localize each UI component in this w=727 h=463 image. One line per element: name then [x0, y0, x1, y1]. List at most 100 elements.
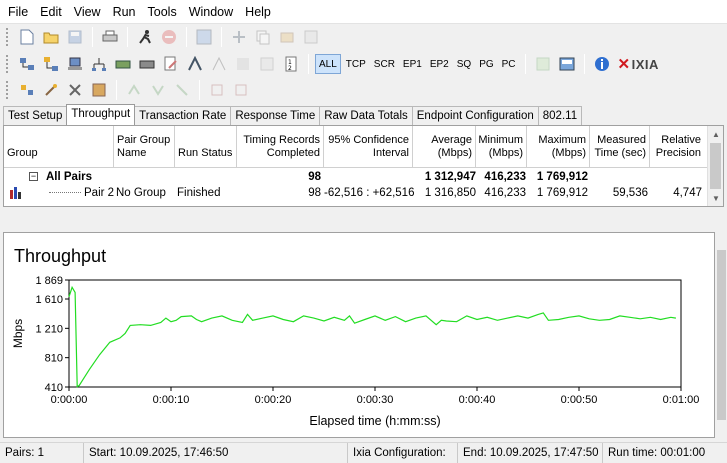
chart-title: Throughput — [14, 246, 107, 266]
table-header: Group Pair Group Name Run Status Timing … — [4, 126, 709, 168]
filter-scr-button[interactable]: SCR — [373, 58, 395, 70]
tab-raw-data-totals[interactable]: Raw Data Totals — [319, 106, 413, 125]
column-header-measured-time[interactable]: Measured Time (sec) — [590, 126, 650, 168]
status-start: Start: 10.09.2025, 17:46:50 — [84, 443, 348, 463]
expand-icon[interactable] — [206, 79, 228, 101]
copy-icon[interactable] — [252, 26, 274, 48]
column-header-average[interactable]: Average (Mbps) — [413, 126, 476, 168]
add-group-icon[interactable] — [16, 79, 38, 101]
pair-confidence-interval: -62,516 : +62,516 — [324, 187, 415, 199]
pair-records: 98 — [308, 187, 321, 199]
column-header-timing-records[interactable]: Timing Records Completed — [237, 126, 324, 168]
status-ixia-configuration: Ixia Configuration: — [348, 443, 458, 463]
tab-endpoint-configuration[interactable]: Endpoint Configuration — [411, 106, 539, 125]
filter-all-button[interactable]: ALL — [315, 54, 341, 74]
print-icon[interactable] — [99, 26, 121, 48]
run-runner-icon[interactable] — [134, 26, 156, 48]
save-icon[interactable] — [64, 26, 86, 48]
tab-transaction-rate[interactable]: Transaction Rate — [134, 106, 232, 125]
filter-ep1-button[interactable]: EP1 — [402, 58, 422, 70]
main-toolbar — [0, 24, 727, 50]
column-header-label: Pair Group Name — [117, 134, 171, 159]
chart-view-icon[interactable] — [208, 53, 230, 75]
scroll-thumb[interactable] — [710, 143, 721, 189]
voip-icon[interactable] — [136, 53, 158, 75]
filter-tcp-button[interactable]: TCP — [345, 58, 366, 70]
menu-tools[interactable]: Tools — [147, 4, 177, 19]
plot-area — [68, 279, 682, 388]
multicast-icon[interactable] — [40, 53, 62, 75]
tab-802-11[interactable]: 802.11 — [537, 106, 583, 125]
grid-icon[interactable] — [256, 53, 278, 75]
tools-icon[interactable] — [64, 79, 86, 101]
x-tick-label: 0:00:30 — [357, 394, 394, 406]
menu-window[interactable]: Window — [188, 4, 234, 19]
column-header-minimum[interactable]: Minimum (Mbps) — [476, 126, 527, 168]
collapse-icon[interactable] — [171, 79, 193, 101]
menu-view[interactable]: View — [73, 4, 101, 19]
scroll-thumb[interactable] — [717, 250, 726, 420]
move-down-icon[interactable] — [147, 79, 169, 101]
all-pairs-minimum: 416,233 — [484, 171, 526, 183]
delete-pair-icon[interactable] — [300, 26, 322, 48]
pair-chart-icon — [10, 187, 22, 203]
stop-icon[interactable] — [158, 26, 180, 48]
x-tick-label: 0:00:10 — [153, 394, 190, 406]
toolbar-separator — [199, 80, 200, 100]
menu-help[interactable]: Help — [245, 4, 271, 19]
column-header-run-status[interactable]: Run Status — [175, 126, 237, 168]
menu-file[interactable]: File — [8, 4, 29, 19]
wand-icon[interactable] — [40, 79, 62, 101]
scroll-up-icon[interactable]: ▲ — [712, 129, 720, 139]
refresh-icon[interactable] — [193, 26, 215, 48]
scroll-down-icon[interactable]: ▼ — [712, 193, 720, 203]
move-up-icon[interactable] — [123, 79, 145, 101]
column-header-pair-group-name[interactable]: Pair Group Name — [114, 126, 175, 168]
table-row-all-pairs[interactable]: − All Pairs 98 1 312,947 416,233 1 769,9… — [4, 169, 709, 185]
table-vertical-scrollbar[interactable]: ▲ ▼ — [707, 126, 723, 206]
stream-icon[interactable] — [184, 53, 206, 75]
filter-sq-button[interactable]: SQ — [456, 58, 472, 70]
collapse-toggle-icon[interactable]: − — [29, 171, 38, 181]
edit-pair-icon[interactable] — [276, 26, 298, 48]
column-header-label: Measured Time (sec) — [594, 134, 646, 159]
pair-group-name: No Group — [116, 187, 166, 199]
script-edit-icon[interactable] — [160, 53, 182, 75]
menu-edit[interactable]: Edit — [40, 4, 62, 19]
chart-vertical-scrollbar[interactable] — [715, 232, 727, 438]
info-icon[interactable] — [591, 53, 613, 75]
export-icon[interactable] — [556, 53, 578, 75]
column-header-label: Group — [7, 147, 38, 159]
status-bar: Pairs: 1 Start: 10.09.2025, 17:46:50 Ixi… — [0, 442, 727, 463]
tab-throughput[interactable]: Throughput — [66, 104, 136, 125]
toolbar-separator — [127, 27, 128, 47]
menu-run[interactable]: Run — [112, 4, 136, 19]
column-header-relative-precision[interactable]: Relative Precision — [650, 126, 704, 168]
configure-icon[interactable] — [88, 79, 110, 101]
pair-icon[interactable] — [16, 53, 38, 75]
network-icon[interactable] — [88, 53, 110, 75]
endpoint-icon[interactable] — [64, 53, 86, 75]
table-row-pair-2[interactable]: Pair 2 No Group Finished 98 -62,516 : +6… — [4, 185, 709, 201]
toolbar-separator — [186, 27, 187, 47]
tab-test-setup[interactable]: Test Setup — [3, 106, 68, 125]
tab-response-time[interactable]: Response Time — [230, 106, 321, 125]
column-header-maximum[interactable]: Maximum (Mbps) — [527, 126, 590, 168]
filter-pc-button[interactable]: PC — [501, 58, 516, 70]
add-pair-icon[interactable] — [228, 26, 250, 48]
pane-splitter[interactable] — [0, 208, 727, 232]
pair-minimum: 416,233 — [484, 187, 526, 199]
new-file-icon[interactable] — [16, 26, 38, 48]
filter-ep2-button[interactable]: EP2 — [429, 58, 449, 70]
column-header-label: Run Status — [178, 147, 233, 159]
report-icon[interactable] — [532, 53, 554, 75]
open-folder-icon[interactable] — [40, 26, 62, 48]
hardware-icon[interactable] — [112, 53, 134, 75]
filter-pg-button[interactable]: PG — [479, 58, 494, 70]
column-header-group[interactable]: Group — [4, 126, 114, 168]
swap-icon[interactable] — [230, 79, 252, 101]
select-icon[interactable] — [232, 53, 254, 75]
toolbar-separator — [308, 54, 309, 74]
column-header-confidence-interval[interactable]: 95% Confidence Interval — [324, 126, 413, 168]
